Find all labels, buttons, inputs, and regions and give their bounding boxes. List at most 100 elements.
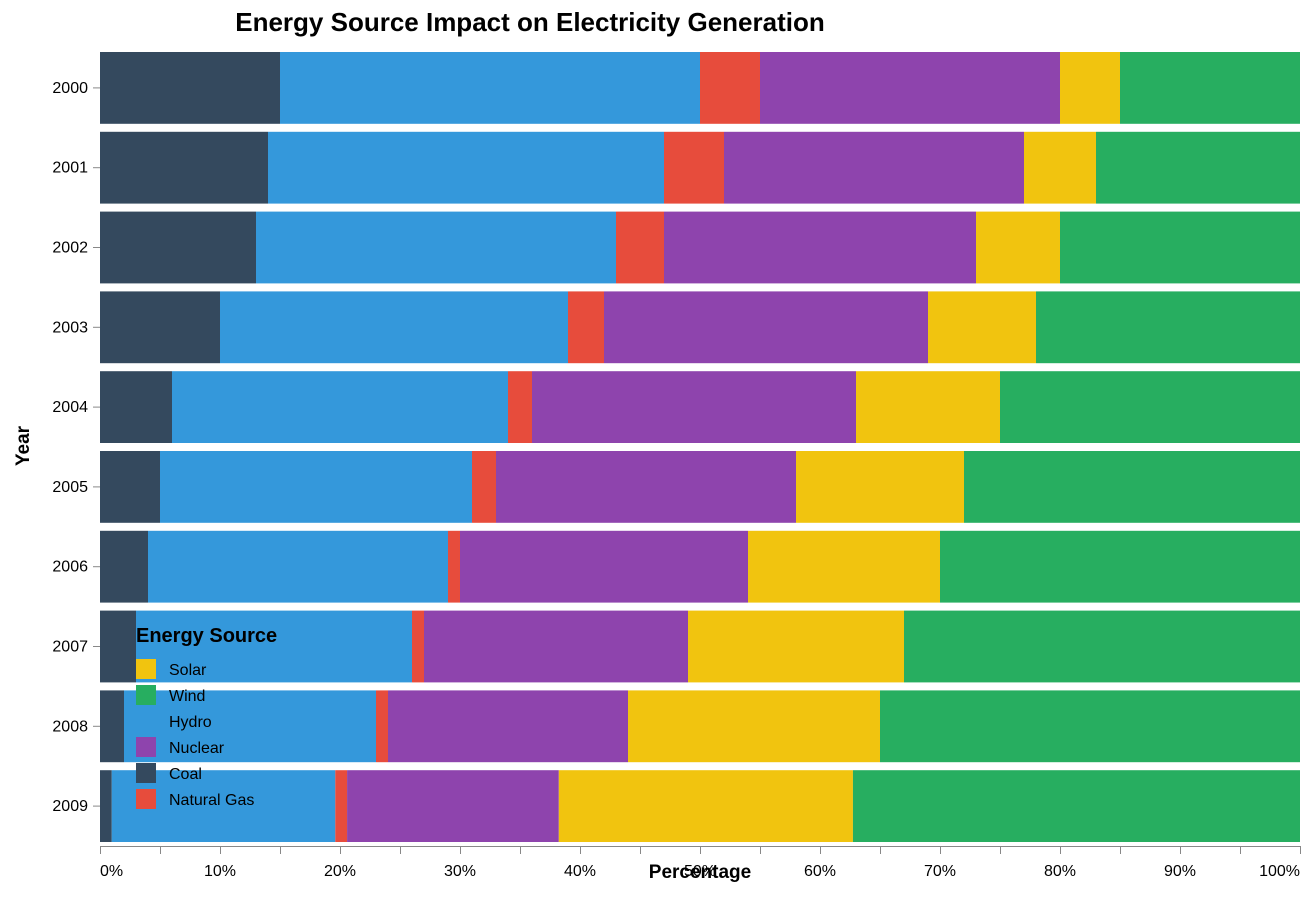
legend-label-nuclear: Nuclear [169,740,225,757]
bar-segment-nuclear-2007 [424,610,688,683]
bar-segment-solar-2007 [688,610,904,683]
x-tick-label: 10% [204,863,236,880]
y-tick-label: 2002 [52,240,88,257]
bars-group [100,52,1300,842]
bar-segment-wind-2008 [880,690,1300,763]
y-tick-label: 2009 [52,798,88,815]
bar-segment-hydro-2002 [256,211,616,284]
bar-segment-nuclear-2005 [496,451,796,523]
bar-segment-nuclear-2009 [347,770,559,842]
x-tick-label: 30% [444,863,476,880]
legend-swatch-coal [136,763,156,783]
y-tick-label: 2006 [52,559,88,576]
bar-segment-coal-2001 [100,131,268,204]
bar-segment-natural-gas-2008 [376,690,388,763]
legend-label-wind: Wind [169,688,205,705]
bar-segment-hydro-2004 [172,371,508,443]
bar-segment-solar-2009 [558,770,853,842]
bar-segment-solar-2006 [748,530,940,603]
y-tick-label: 2003 [52,319,88,336]
bar-segment-coal-2000 [100,52,280,124]
legend-swatch-solar [136,659,156,679]
bar-segment-coal-2007 [100,610,136,683]
x-tick-label: 60% [804,863,836,880]
bar-segment-natural-gas-2002 [616,211,664,284]
bar-segment-wind-2004 [1000,371,1300,443]
bar-segment-hydro-2008 [124,690,376,763]
bar-segment-hydro-2006 [148,530,448,603]
bar-segment-wind-2005 [964,451,1300,523]
x-tick-label: 0% [100,863,123,880]
bar-segment-nuclear-2001 [724,131,1024,204]
bar-segment-solar-2002 [976,211,1060,284]
bar-segment-natural-gas-2003 [568,291,604,364]
legend-swatch-nuclear [136,737,156,757]
y-axis-title: Year [13,425,34,466]
bar-segment-natural-gas-2009 [335,770,348,842]
x-tick-label: 90% [1164,863,1196,880]
bar-segment-solar-2000 [1060,52,1120,124]
bar-segment-nuclear-2002 [664,211,976,284]
x-tick-label: 70% [924,863,956,880]
y-axis: 2000 2001 2002 2003 2004 2005 2006 2007 2008 2009 [52,80,100,815]
bar-segment-nuclear-2008 [388,690,628,763]
x-tick-label: 40% [564,863,596,880]
bar-segment-solar-2008 [628,690,880,763]
legend-label-natural-gas: Natural Gas [169,792,254,809]
legend-swatch-hydro [136,711,156,731]
bar-segment-coal-2008 [100,690,124,763]
bar-segment-hydro-2003 [220,291,568,364]
bar-segment-wind-2002 [1060,211,1300,284]
y-tick-label: 2008 [52,718,88,735]
bar-segment-wind-2006 [940,530,1300,603]
x-tick-label: 80% [1044,863,1076,880]
bar-segment-solar-2001 [1024,131,1096,204]
y-tick-label: 2005 [52,479,88,496]
bar-segment-coal-2002 [100,211,256,284]
bar-segment-solar-2003 [928,291,1036,364]
bar-segment-wind-2003 [1036,291,1300,364]
bar-segment-coal-2009 [100,770,112,842]
y-tick-label: 2007 [52,639,88,656]
bar-segment-natural-gas-2001 [664,131,724,204]
bar-segment-nuclear-2000 [760,52,1060,124]
bar-segment-wind-2007 [904,610,1300,683]
x-axis-title: Percentage [649,862,751,883]
bar-segment-nuclear-2004 [532,371,856,443]
legend-title: Energy Source [136,625,277,647]
bar-segment-hydro-2007 [136,610,412,683]
bar-segment-solar-2005 [796,451,964,523]
chart-title: Energy Source Impact on Electricity Gene… [235,7,825,37]
bar-segment-wind-2009 [852,770,1300,842]
bar-segment-natural-gas-2006 [448,530,460,603]
legend-label-hydro: Hydro [169,714,212,731]
legend-label-coal: Coal [169,766,202,783]
x-axis: 0% 10% 20% 30% 40% 50% 60% 70% 80% 90% 100% [100,846,1301,880]
y-tick-label: 2004 [52,399,88,416]
bar-segment-nuclear-2006 [460,530,748,603]
bar-segment-coal-2003 [100,291,220,364]
x-tick-label: 50% [684,863,716,880]
x-tick-label: 20% [324,863,356,880]
x-tick-label: 100% [1259,863,1300,880]
y-tick-label: 2001 [52,160,88,177]
bar-segment-hydro-2000 [280,52,700,124]
y-tick-label: 2000 [52,80,88,97]
bar-segment-natural-gas-2005 [472,451,496,523]
bar-segment-hydro-2005 [160,451,472,523]
bar-segment-natural-gas-2004 [508,371,532,443]
bar-segment-natural-gas-2007 [412,610,424,683]
legend: Energy Source Solar Wind Hydro Nuclear Coal N… [136,625,277,809]
bar-segment-natural-gas-2000 [700,52,760,124]
bar-segment-coal-2005 [100,451,160,523]
bar-segment-wind-2000 [1120,52,1300,124]
bar-segment-wind-2001 [1096,131,1300,204]
bar-segment-coal-2006 [100,530,148,603]
bar-segment-coal-2004 [100,371,172,443]
bar-segment-solar-2004 [856,371,1000,443]
bar-segment-nuclear-2003 [604,291,928,364]
bar-segment-hydro-2001 [268,131,664,204]
legend-swatch-natural-gas [136,789,156,809]
legend-label-solar: Solar [169,662,207,679]
